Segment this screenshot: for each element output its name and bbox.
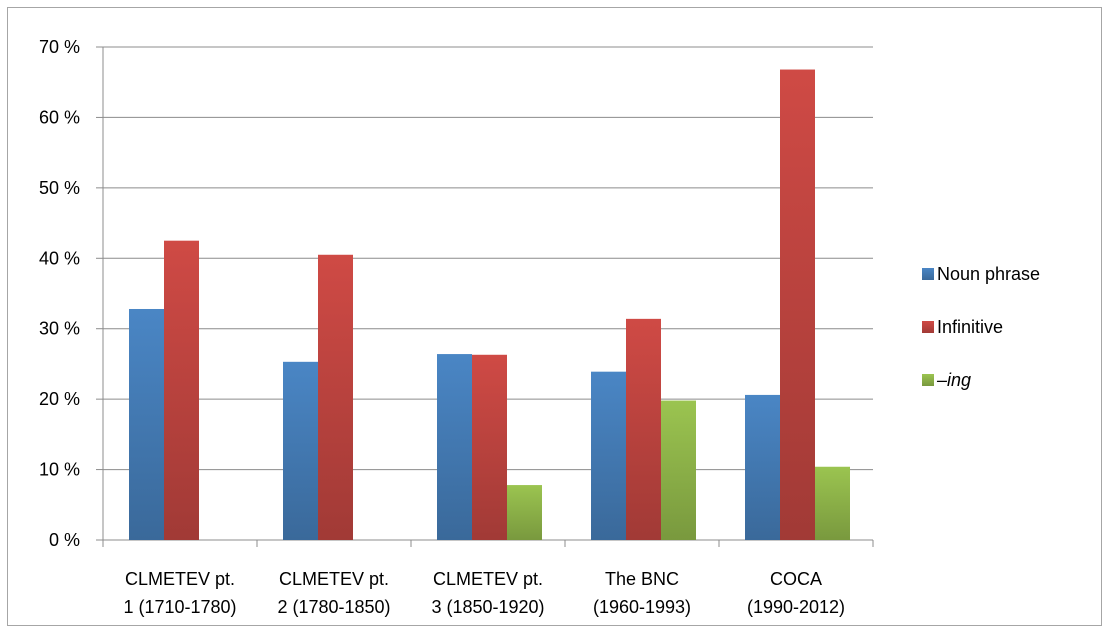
bar-ing	[661, 400, 696, 540]
bar-noun-phrase	[283, 361, 318, 540]
bar-infinitive	[318, 254, 353, 540]
x-tick-label: CLMETEV pt.	[433, 569, 543, 589]
x-tick-label: COCA	[770, 569, 822, 589]
x-tick-label: CLMETEV pt.	[125, 569, 235, 589]
x-tick-label: (1960-1993)	[593, 597, 691, 617]
x-tick-label: The BNC	[605, 569, 679, 589]
y-tick-label: 40 %	[39, 248, 80, 268]
bar-noun-phrase	[745, 394, 780, 540]
legend-label: –ing	[936, 370, 971, 390]
y-tick-label: 50 %	[39, 178, 80, 198]
x-tick-label: CLMETEV pt.	[279, 569, 389, 589]
bar-infinitive	[626, 318, 661, 540]
legend-swatch	[922, 321, 934, 333]
y-tick-label: 20 %	[39, 389, 80, 409]
x-tick-label: 1 (1710-1780)	[123, 597, 236, 617]
bar-noun-phrase	[591, 371, 626, 540]
bar-infinitive	[780, 69, 815, 540]
legend-label: Noun phrase	[937, 264, 1040, 284]
y-tick-label: 30 %	[39, 319, 80, 339]
bar-noun-phrase	[129, 308, 164, 540]
bar-noun-phrase	[437, 354, 472, 540]
y-tick-label: 10 %	[39, 460, 80, 480]
x-tick-label: (1990-2012)	[747, 597, 845, 617]
x-tick-label: 3 (1850-1920)	[431, 597, 544, 617]
x-tick-label: 2 (1780-1850)	[277, 597, 390, 617]
legend: Noun phrase Infinitive –ing	[922, 264, 1040, 390]
tick-labels: 0 % 10 % 20 % 30 % 40 % 50 % 60 % 70 % CLMETEV p…	[39, 37, 845, 617]
legend-swatch	[922, 268, 934, 280]
y-tick-label: 60 %	[39, 107, 80, 127]
legend-swatch	[922, 374, 934, 386]
bar-ing	[507, 485, 542, 540]
y-tick-label: 70 %	[39, 37, 80, 57]
y-tick-label: 0 %	[49, 530, 80, 550]
bars	[129, 69, 850, 540]
bar-ing	[815, 466, 850, 540]
bar-infinitive	[164, 240, 199, 540]
bar-infinitive	[472, 354, 507, 540]
legend-label: Infinitive	[937, 317, 1003, 337]
